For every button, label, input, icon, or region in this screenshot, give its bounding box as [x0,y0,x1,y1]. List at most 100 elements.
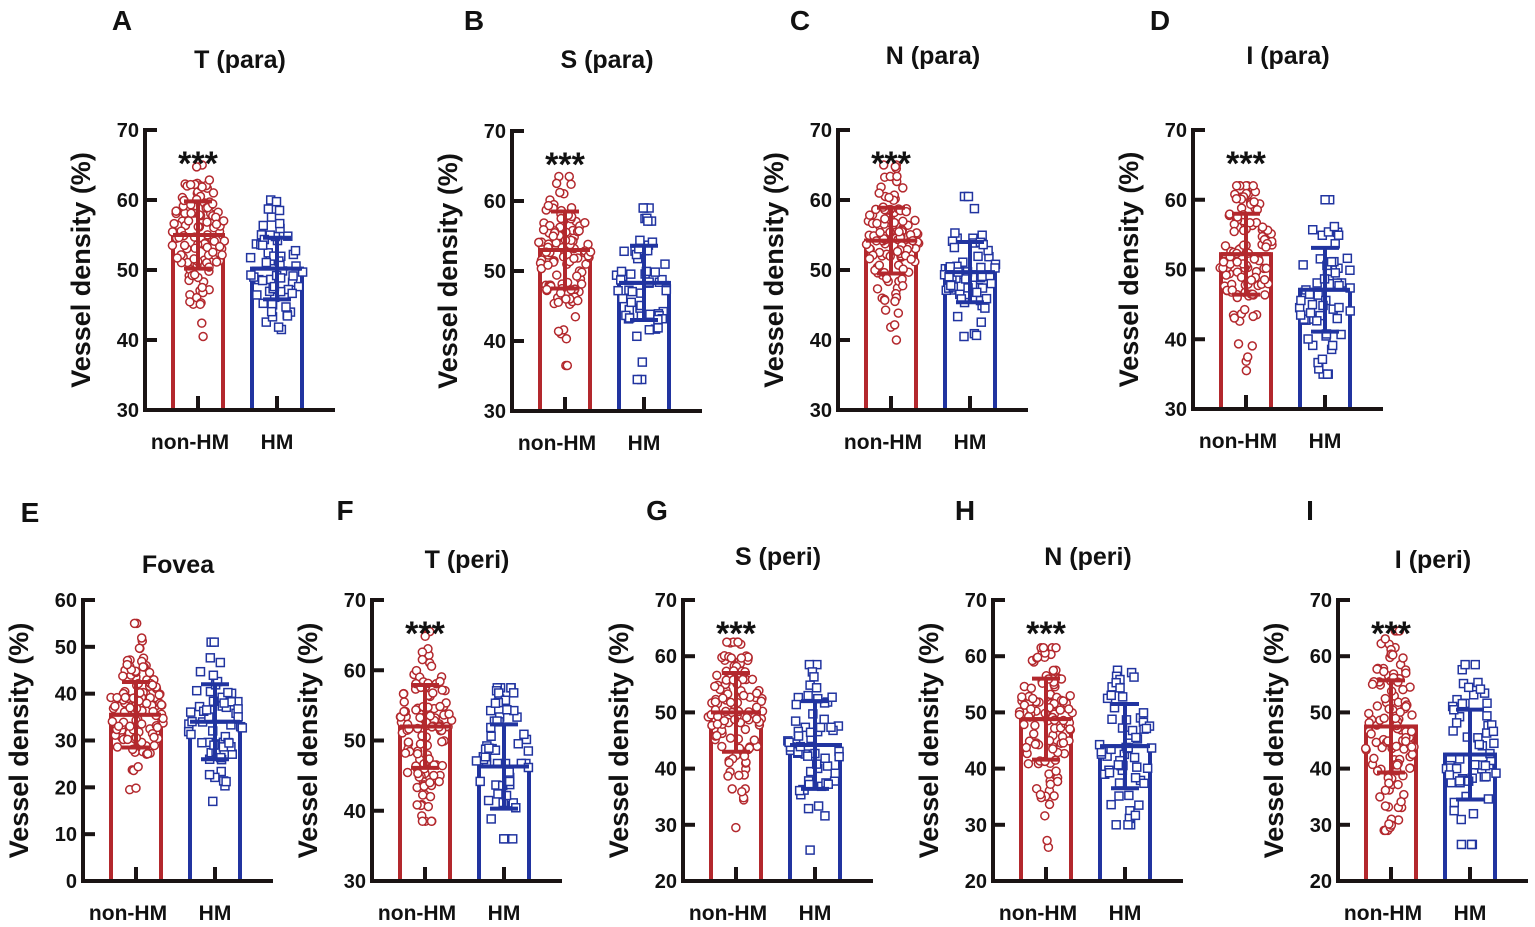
data-point [1323,227,1334,237]
data-point [1468,690,1479,700]
data-point [257,275,268,286]
data-point [1058,738,1069,748]
data-point [626,297,637,308]
data-point [214,241,225,252]
data-point [261,257,272,268]
data-point [747,674,758,685]
data-point [217,250,227,260]
data-point [1395,707,1405,717]
data-point [1482,698,1492,708]
y-axis-label: Vessel density (%) [4,623,34,859]
data-point [197,282,207,293]
data-point [1367,679,1378,690]
data-point [209,236,219,246]
data-point [204,769,215,780]
data-point [660,259,670,269]
data-point [613,285,623,296]
data-point [1456,839,1467,850]
data-point [712,719,723,729]
data-point [261,317,272,327]
data-point [183,216,194,226]
data-point [562,360,573,371]
data-point [171,206,181,216]
data-point [1023,759,1034,769]
data-point [813,801,824,811]
data-point [1065,690,1075,701]
data-point [637,357,648,367]
data-point [208,796,218,807]
y-tick-label: 40 [1165,329,1187,351]
data-point [1130,772,1141,783]
data-point [142,748,153,759]
data-point [1468,808,1479,819]
data-point [508,688,519,698]
data-point [1330,268,1341,278]
data-point [1026,683,1037,694]
data-point [426,661,437,671]
panel-letter: I [1306,495,1314,526]
y-tick-label: 30 [1165,399,1187,421]
x-tick-label: HM [261,431,294,454]
y-tick-label: 50 [965,702,987,724]
data-point [122,734,133,745]
data-point [118,671,128,681]
data-point [632,374,643,385]
data-point [437,760,448,771]
data-point [880,295,890,305]
data-point [411,705,421,715]
y-tick-label: 20 [1310,871,1332,893]
data-point [1327,340,1338,351]
y-tick-label: 40 [655,759,677,781]
data-point [198,331,208,342]
data-point [1051,643,1061,653]
data-point [722,637,732,647]
data-point [1229,313,1240,323]
data-point [274,218,285,229]
data-point [483,795,494,806]
data-point [399,706,409,717]
data-point [1220,241,1231,251]
data-point [1132,762,1142,772]
data-point [1303,334,1313,344]
data-point [186,208,196,219]
data-point [1242,352,1253,362]
data-point [1107,714,1117,725]
data-point [731,822,741,833]
data-point [1448,726,1458,736]
data-point [1142,763,1153,774]
data-point [1141,723,1152,734]
significance-marker: *** [1026,615,1066,653]
data-point [1375,792,1385,802]
data-point [490,698,501,708]
data-point [1038,643,1049,653]
data-point [542,284,552,295]
data-point [1406,742,1417,752]
data-point [983,245,993,256]
data-point [645,309,655,320]
data-point [632,331,642,342]
data-point [1030,720,1040,731]
data-point [1451,763,1462,774]
y-tick-label: 60 [484,191,506,213]
data-point [191,162,202,172]
data-point [1045,779,1056,790]
data-point [195,299,205,310]
data-point [1241,365,1252,376]
data-point [1488,726,1499,737]
data-point [1248,181,1259,191]
data-point [293,281,304,292]
data-point [147,680,158,690]
data-point [125,721,135,732]
data-point [412,749,423,759]
panel-c: C N (para) Vessel density (%) non-HM HM 30 40 5… [759,5,1028,454]
data-point [1449,797,1460,808]
data-point [551,178,562,189]
data-point [830,768,840,779]
data-point [1313,290,1323,300]
data-point [266,212,277,222]
y-axis-label: Vessel density (%) [604,623,634,859]
y-axis-label: Vessel density (%) [914,623,944,859]
y-tick-label: 60 [1165,190,1187,212]
data-point [156,700,167,710]
data-point [725,733,736,743]
